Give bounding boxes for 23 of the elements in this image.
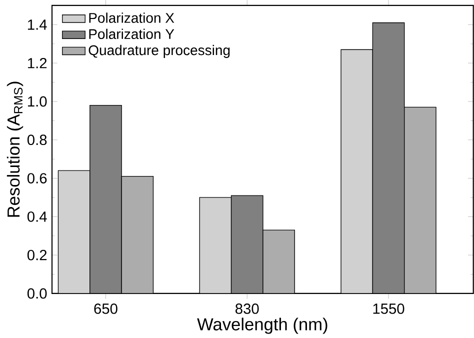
y-tick-label: 0.6 bbox=[27, 172, 47, 184]
legend-label: Polarization Y bbox=[89, 28, 174, 39]
y-tick-label: 0.8 bbox=[27, 134, 47, 145]
x-tick-label: 650 bbox=[94, 303, 118, 314]
bar bbox=[199, 196, 232, 294]
x-axis-title: Wavelength (nm) bbox=[197, 318, 328, 334]
y-tick-label: 0.0 bbox=[27, 288, 47, 299]
y-axis-title: Resolution (A$_{RMS}$) bbox=[6, 82, 24, 217]
bar bbox=[262, 230, 295, 294]
bar bbox=[404, 106, 436, 294]
bar bbox=[340, 49, 374, 294]
bar bbox=[230, 195, 264, 294]
bar bbox=[58, 170, 90, 294]
x-tick-label: 1550 bbox=[373, 303, 404, 314]
y-tick-label: 0.2 bbox=[27, 250, 47, 260]
y-tick-label: 1.0 bbox=[28, 96, 47, 107]
y-tick-label: 1.4 bbox=[28, 19, 47, 30]
legend-label: Quadrature processing bbox=[88, 44, 230, 58]
x-tick-label: 830 bbox=[236, 303, 259, 314]
legend-label: Polarization X bbox=[89, 12, 174, 23]
bar bbox=[121, 176, 154, 294]
y-tick-label: 0.4 bbox=[27, 211, 47, 222]
y-tick-label: 1.2 bbox=[28, 58, 47, 68]
